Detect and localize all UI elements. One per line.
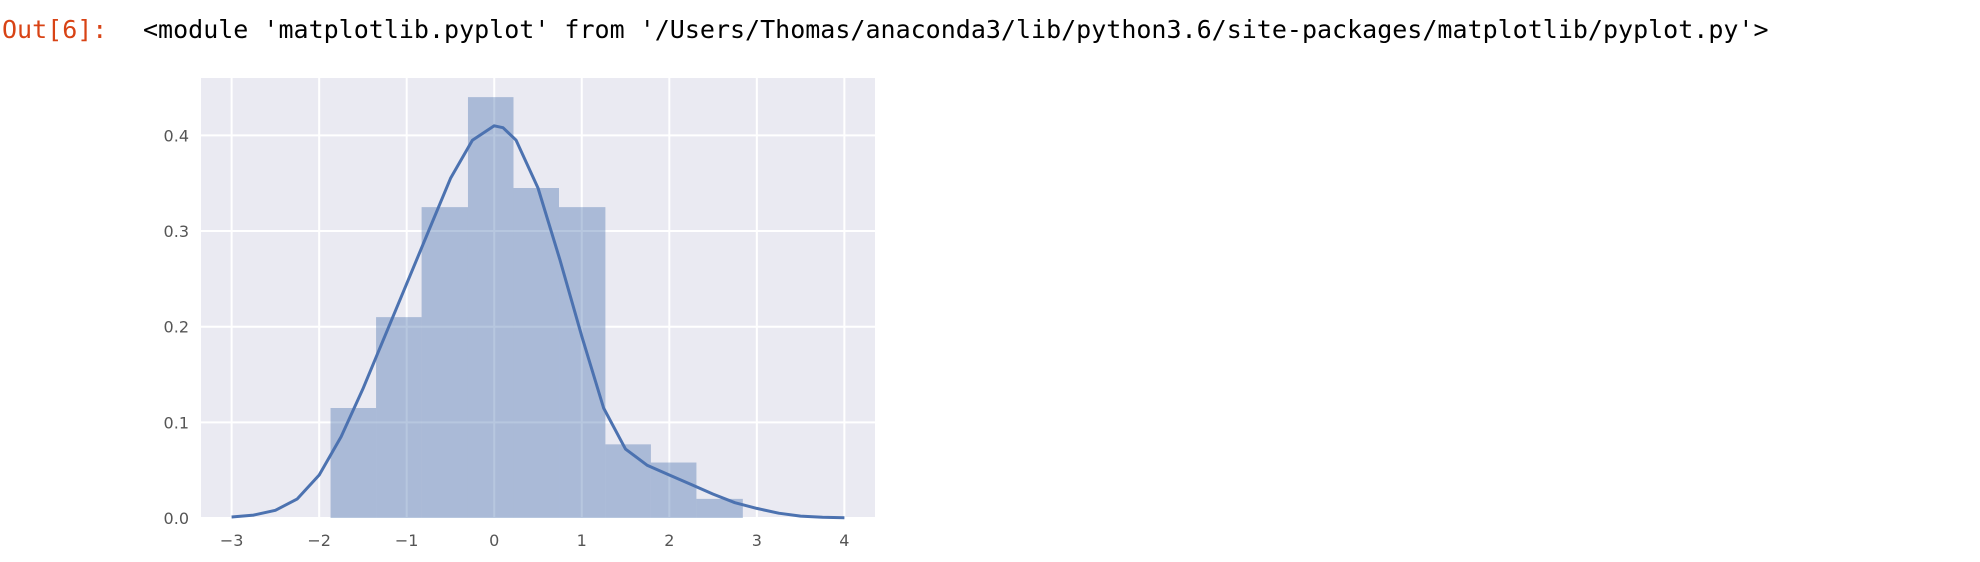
histogram-bar: [513, 188, 560, 518]
output-prompt: Out[6]:: [2, 15, 108, 44]
histogram-bar: [696, 498, 743, 518]
histogram-bar: [376, 317, 422, 518]
x-tick-label: 2: [664, 531, 674, 550]
histogram-bar: [330, 408, 377, 518]
x-tick-labels: −3 −2 −1 0 1 2 3 4: [220, 531, 850, 550]
y-tick-labels: 0.0 0.1 0.2 0.3 0.4: [164, 126, 189, 528]
y-tick-label: 0.0: [164, 509, 189, 528]
histogram-bar: [467, 97, 514, 518]
histogram-bar: [605, 444, 651, 518]
x-tick-label: 1: [577, 531, 587, 550]
x-tick-label: 3: [752, 531, 762, 550]
output-row: Out[6]: <module 'matplotlib.pyplot' from…: [0, 10, 1980, 50]
y-tick-label: 0.2: [164, 318, 189, 337]
y-tick-label: 0.3: [164, 222, 189, 241]
y-tick-label: 0.4: [164, 126, 189, 145]
x-tick-label: 4: [839, 531, 849, 550]
histogram-bar: [421, 207, 468, 518]
histogram-bar: [559, 207, 606, 518]
output-text: <module 'matplotlib.pyplot' from '/Users…: [143, 15, 1769, 44]
plot-background: [201, 78, 875, 518]
x-tick-label: −1: [395, 531, 419, 550]
y-tick-label: 0.1: [164, 413, 189, 432]
x-tick-label: −2: [307, 531, 331, 550]
x-tick-label: −3: [220, 531, 244, 550]
grid-lines: [201, 78, 875, 519]
kde-line: [231, 124, 845, 520]
histogram-bars: [330, 97, 743, 518]
x-tick-label: 0: [489, 531, 499, 550]
